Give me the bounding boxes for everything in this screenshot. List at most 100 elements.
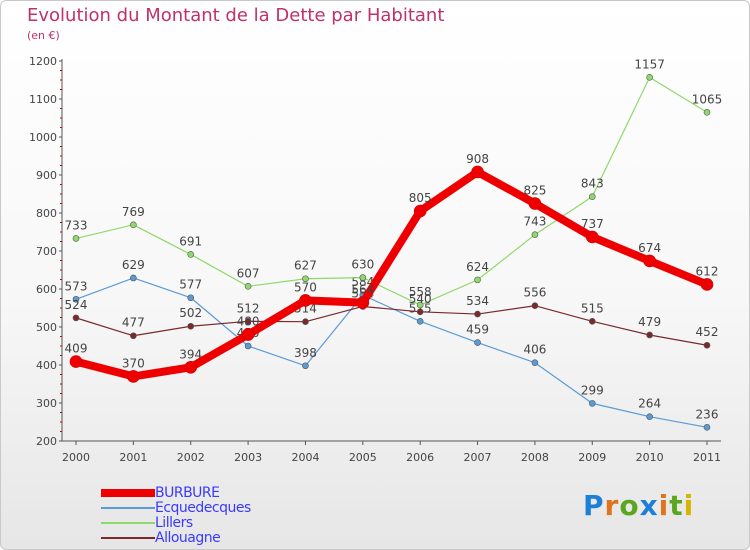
data-label: 236 xyxy=(696,407,719,421)
data-point xyxy=(531,359,539,367)
series-line-burbure xyxy=(72,167,711,381)
legend-swatch xyxy=(101,488,155,497)
legend: BURBURE Ecquedecques Lillers Allouagne xyxy=(101,485,251,546)
series-line-lillers xyxy=(75,76,708,306)
data-point xyxy=(72,295,80,303)
data-point xyxy=(474,339,481,346)
data-label: 1157 xyxy=(634,57,665,71)
x-tick-label: 2008 xyxy=(521,451,549,464)
data-point xyxy=(302,275,309,283)
data-point xyxy=(588,400,596,407)
legend-label: Allouagne xyxy=(155,529,221,546)
chart-subtitle: (en €) xyxy=(27,29,60,42)
data-label: 477 xyxy=(122,316,145,330)
data-point xyxy=(359,274,367,281)
x-tick-label: 2003 xyxy=(234,451,262,464)
x-tick-label: 2002 xyxy=(177,451,205,464)
data-label: 534 xyxy=(466,294,489,308)
legend-item: Lillers xyxy=(101,515,251,531)
data-point xyxy=(413,204,427,218)
data-label: 805 xyxy=(409,191,432,205)
data-point xyxy=(528,197,542,210)
data-label: 630 xyxy=(351,258,374,272)
data-label: 573 xyxy=(65,279,88,293)
data-label: 556 xyxy=(523,286,546,300)
data-label: 743 xyxy=(523,215,546,229)
data-point xyxy=(302,318,309,325)
data-point xyxy=(187,294,195,302)
data-label: 570 xyxy=(294,280,317,294)
data-label: 502 xyxy=(179,306,202,320)
x-tick-label: 2005 xyxy=(349,451,377,464)
data-point xyxy=(588,317,596,325)
data-label: 843 xyxy=(581,177,604,191)
x-tick-label: 2007 xyxy=(464,451,492,464)
x-tick-label: 2000 xyxy=(62,451,90,464)
data-label: 584 xyxy=(351,275,374,289)
data-point xyxy=(299,294,312,307)
data-point xyxy=(244,283,252,290)
x-tick-label: 2006 xyxy=(406,451,434,464)
data-point xyxy=(703,424,711,431)
data-label: 459 xyxy=(466,323,489,337)
y-tick-label: 1200 xyxy=(29,55,57,68)
data-label: 409 xyxy=(65,342,88,356)
chart-title: Evolution du Montant de la Dette par Hab… xyxy=(27,5,445,26)
data-point xyxy=(474,310,481,318)
data-label: 737 xyxy=(581,217,604,231)
data-label: 512 xyxy=(237,301,260,315)
data-label: 299 xyxy=(581,383,604,397)
y-tick-label: 1100 xyxy=(29,93,57,106)
data-point xyxy=(184,360,198,374)
data-point xyxy=(531,231,539,238)
data-label: 370 xyxy=(122,356,145,370)
data-label: 480 xyxy=(237,315,260,329)
x-tick-label: 2009 xyxy=(578,451,606,464)
data-label: 564 xyxy=(351,283,374,297)
data-point xyxy=(302,362,309,370)
y-tick-label: 200 xyxy=(36,435,57,448)
legend-label: Ecquedecques xyxy=(155,499,251,516)
data-point xyxy=(130,221,137,229)
data-label: 1065 xyxy=(692,92,723,106)
data-point xyxy=(646,331,653,339)
data-point xyxy=(130,274,137,282)
data-label: 394 xyxy=(179,347,202,361)
data-point xyxy=(69,355,83,368)
data-label: 674 xyxy=(638,241,661,255)
data-label: 577 xyxy=(179,278,202,292)
data-point xyxy=(643,254,656,268)
data-label: 479 xyxy=(638,315,661,329)
data-point xyxy=(471,165,484,179)
series-line-allouagne xyxy=(75,305,708,346)
data-label: 627 xyxy=(294,259,317,273)
data-point xyxy=(127,370,140,383)
data-point xyxy=(700,278,714,291)
data-label: 540 xyxy=(409,292,432,306)
x-tick-label: 2010 xyxy=(636,451,664,464)
data-point xyxy=(646,413,653,420)
data-label: 515 xyxy=(581,301,604,315)
data-point xyxy=(703,341,711,349)
series-line-ecquedecques xyxy=(75,277,708,428)
legend-item: Allouagne xyxy=(101,529,251,546)
x-tick-label: 2011 xyxy=(693,451,721,464)
data-label: 624 xyxy=(466,260,489,274)
legend-item: BURBURE xyxy=(101,485,251,501)
data-label: 769 xyxy=(122,205,145,219)
legend-swatch xyxy=(101,506,155,509)
data-point xyxy=(130,332,137,340)
data-point xyxy=(241,328,255,341)
data-point xyxy=(585,230,599,244)
y-tick-label: 600 xyxy=(36,283,57,296)
data-point xyxy=(474,276,481,284)
legend-swatch xyxy=(101,536,155,539)
data-label: 825 xyxy=(523,184,546,198)
data-point xyxy=(356,296,370,309)
data-label: 264 xyxy=(638,397,661,411)
data-point xyxy=(531,302,539,310)
data-label: 612 xyxy=(696,264,719,278)
y-tick-label: 900 xyxy=(36,169,57,182)
